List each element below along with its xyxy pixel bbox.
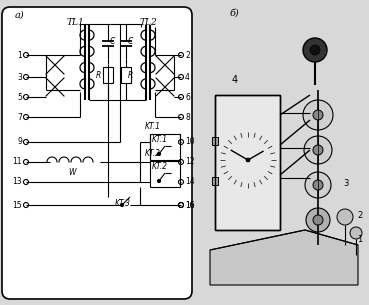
- Text: R: R: [96, 70, 101, 80]
- Circle shape: [305, 172, 331, 198]
- FancyBboxPatch shape: [2, 7, 192, 299]
- Text: KT.1: KT.1: [152, 135, 168, 144]
- Text: 1: 1: [357, 235, 362, 245]
- Text: W: W: [68, 168, 76, 177]
- Text: 6: 6: [185, 92, 190, 102]
- Circle shape: [246, 158, 250, 162]
- Text: 7: 7: [17, 113, 22, 121]
- Text: 16: 16: [185, 200, 194, 210]
- Text: 9: 9: [17, 138, 22, 146]
- Circle shape: [313, 110, 323, 120]
- Polygon shape: [210, 230, 358, 285]
- Text: R: R: [128, 70, 133, 80]
- Circle shape: [306, 208, 330, 232]
- Text: 2: 2: [185, 51, 190, 59]
- Circle shape: [304, 136, 332, 164]
- Circle shape: [337, 209, 353, 225]
- Polygon shape: [215, 95, 280, 230]
- Circle shape: [121, 203, 124, 206]
- Bar: [150, 134, 180, 160]
- Text: KT.2: KT.2: [152, 162, 168, 171]
- Text: 3: 3: [343, 178, 348, 188]
- Bar: [121, 67, 131, 83]
- Text: a): a): [15, 11, 25, 20]
- Text: TL2: TL2: [139, 18, 157, 27]
- Circle shape: [158, 152, 161, 156]
- Text: 8: 8: [185, 113, 190, 121]
- Circle shape: [158, 180, 161, 182]
- Text: 15: 15: [13, 200, 22, 210]
- Text: 16: 16: [185, 200, 194, 210]
- Bar: [150, 161, 180, 187]
- Text: TL1: TL1: [66, 18, 84, 27]
- Text: 5: 5: [17, 92, 22, 102]
- Text: 12: 12: [185, 157, 194, 167]
- Circle shape: [313, 215, 323, 225]
- Text: C: C: [110, 37, 115, 46]
- Text: 4: 4: [232, 75, 238, 85]
- Text: 13: 13: [13, 178, 22, 186]
- Circle shape: [310, 45, 320, 55]
- Bar: [212, 137, 218, 145]
- Text: 10: 10: [185, 138, 194, 146]
- Text: 2: 2: [357, 210, 362, 220]
- Text: 1: 1: [17, 51, 22, 59]
- Bar: [212, 177, 218, 185]
- Text: 3: 3: [17, 73, 22, 81]
- Circle shape: [313, 180, 323, 190]
- Text: KT.2: KT.2: [145, 149, 161, 158]
- Bar: [103, 67, 113, 83]
- Circle shape: [303, 38, 327, 62]
- Circle shape: [350, 227, 362, 239]
- Text: C: C: [128, 37, 133, 46]
- Circle shape: [313, 145, 323, 155]
- Text: б): б): [230, 9, 240, 18]
- Circle shape: [303, 100, 333, 130]
- Text: 11: 11: [13, 157, 22, 167]
- Text: KT.3: KT.3: [115, 199, 131, 208]
- Text: 4: 4: [185, 73, 190, 81]
- Text: KT.1: KT.1: [145, 122, 161, 131]
- Text: 14: 14: [185, 178, 194, 186]
